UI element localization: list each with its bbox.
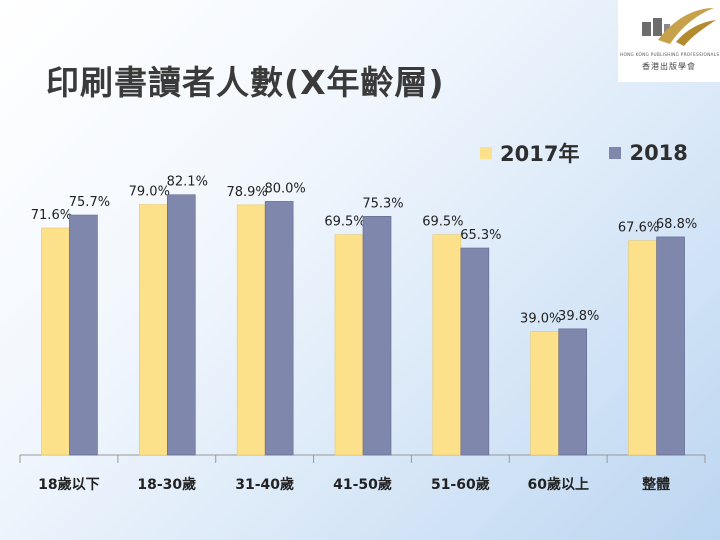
data-label-2018: 65.3% (460, 228, 501, 243)
category-label: 整體 (641, 476, 670, 493)
data-label-2018: 39.8% (558, 309, 599, 324)
category-label: 31-40歲 (235, 476, 294, 493)
bar-2018 (69, 214, 98, 456)
legend-swatch-2018 (609, 147, 622, 159)
bar-2017 (236, 204, 266, 456)
legend-label-2017: 2017年 (500, 142, 580, 166)
data-label-2017: 79.0% (129, 185, 170, 200)
legend-item-2017: 2017年 (480, 138, 579, 168)
data-label-2017: 69.5% (422, 215, 463, 230)
bar-2018 (558, 328, 588, 456)
data-label-2017: 71.6% (31, 208, 72, 223)
legend-swatch-2017 (480, 147, 492, 159)
bar-2018 (264, 201, 294, 456)
slide-title: 印刷書讀者人數(X年齡層) (46, 63, 445, 102)
data-label-2017: 69.5% (324, 215, 365, 230)
bar-2018 (166, 194, 196, 456)
data-label-2017: 78.9% (226, 185, 267, 200)
data-label-2018: 82.1% (167, 175, 208, 190)
legend-item-2018: 2018 (609, 141, 688, 165)
data-label-2018: 75.3% (362, 196, 403, 211)
data-label-2017: 39.0% (520, 311, 561, 326)
logo-emblem-icon (642, 8, 716, 46)
society-logo: HONG KONG PUBLISHING PROFESSIONALS SOCIE… (618, 0, 720, 82)
legend-label-2018: 2018 (629, 141, 688, 165)
chart-legend: 2017年 2018 (480, 138, 718, 168)
bar-2017 (334, 234, 364, 456)
bar-2018 (460, 247, 490, 456)
data-label-2018: 75.7% (69, 195, 110, 210)
bar-2017 (432, 234, 462, 456)
bar-2017 (41, 227, 70, 456)
data-label-2018: 80.0% (264, 181, 305, 196)
category-label: 51-60歲 (431, 476, 490, 493)
bar-2017 (138, 204, 168, 456)
bar-2018 (656, 236, 685, 456)
data-label-2018: 68.8% (656, 217, 697, 232)
logo-org-english: HONG KONG PUBLISHING PROFESSIONALS SOCIE… (620, 52, 720, 57)
bar-2017 (628, 240, 657, 456)
category-label: 18-30歲 (137, 476, 196, 493)
category-label: 41-50歲 (333, 476, 392, 493)
category-label: 18歲以下 (38, 476, 99, 493)
logo-org-chinese: 香港出版學會 (642, 62, 696, 71)
data-label-2017: 67.6% (618, 221, 659, 236)
bar-2018 (362, 215, 392, 456)
category-label: 60歲以上 (527, 476, 588, 493)
bar-2017 (530, 331, 560, 456)
